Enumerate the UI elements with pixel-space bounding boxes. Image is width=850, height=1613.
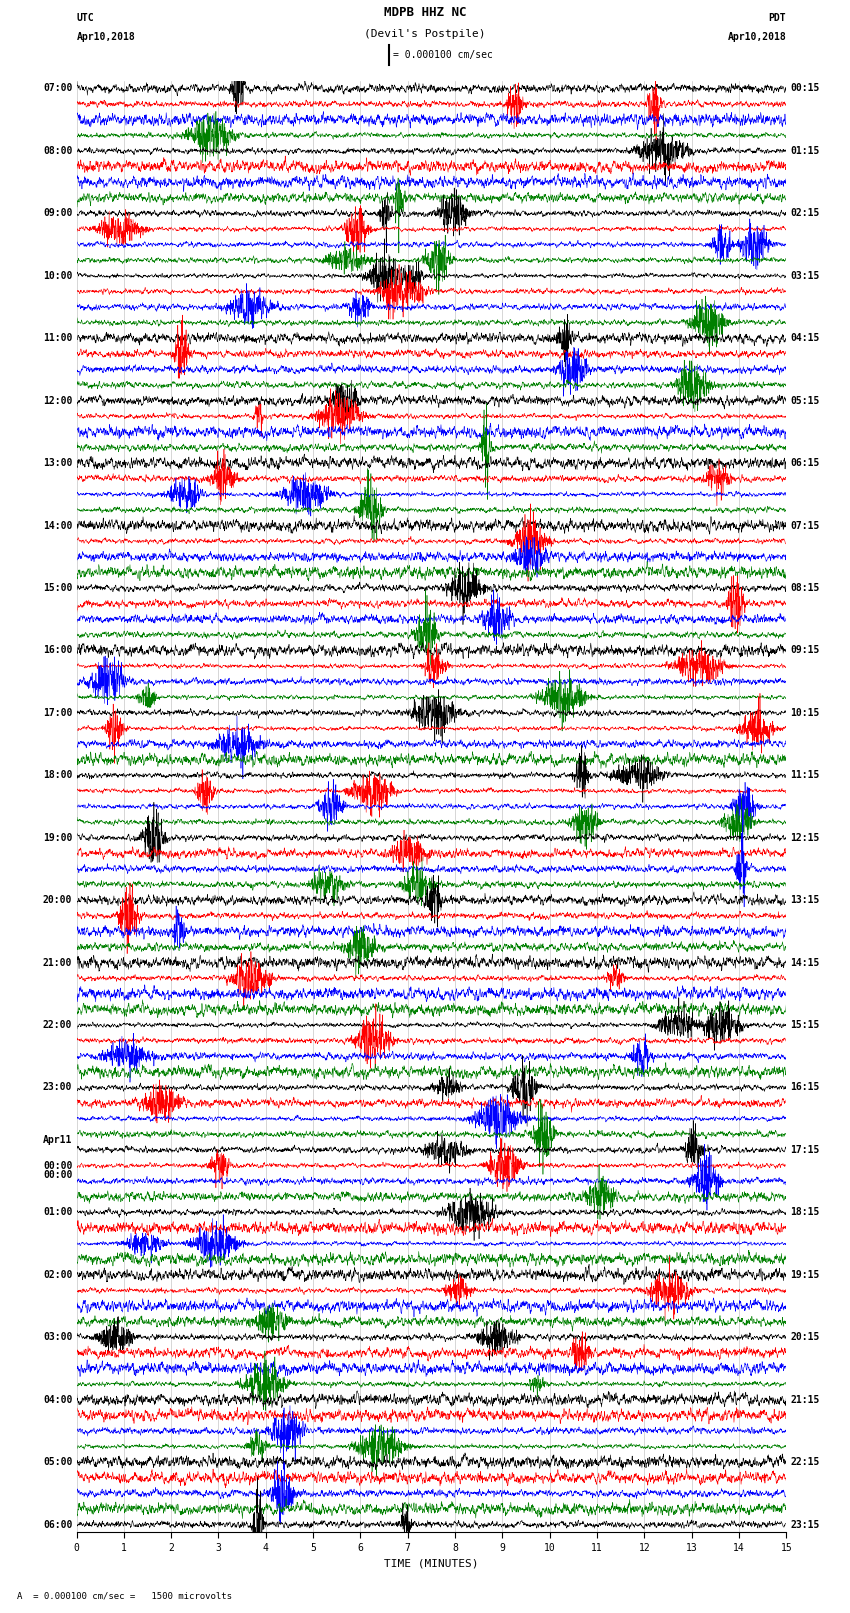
Text: A  = 0.000100 cm/sec =   1500 microvolts: A = 0.000100 cm/sec = 1500 microvolts bbox=[17, 1590, 232, 1600]
Text: 04:00: 04:00 bbox=[42, 1395, 72, 1405]
Text: 09:15: 09:15 bbox=[790, 645, 820, 655]
Text: Apr10,2018: Apr10,2018 bbox=[76, 32, 135, 42]
Text: 03:00: 03:00 bbox=[42, 1332, 72, 1342]
Text: 18:00: 18:00 bbox=[42, 771, 72, 781]
Text: 05:00: 05:00 bbox=[42, 1457, 72, 1468]
Text: 15:00: 15:00 bbox=[42, 582, 72, 594]
Text: 20:15: 20:15 bbox=[790, 1332, 820, 1342]
Text: 12:15: 12:15 bbox=[790, 832, 820, 842]
Text: 08:15: 08:15 bbox=[790, 582, 820, 594]
Text: 03:15: 03:15 bbox=[790, 271, 820, 281]
Text: 09:00: 09:00 bbox=[42, 208, 72, 218]
Text: 22:00: 22:00 bbox=[42, 1019, 72, 1031]
Text: 21:15: 21:15 bbox=[790, 1395, 820, 1405]
Text: UTC: UTC bbox=[76, 13, 94, 23]
Text: 23:15: 23:15 bbox=[790, 1519, 820, 1529]
Text: 21:00: 21:00 bbox=[42, 958, 72, 968]
Text: 12:00: 12:00 bbox=[42, 395, 72, 405]
Text: 19:00: 19:00 bbox=[42, 832, 72, 842]
X-axis label: TIME (MINUTES): TIME (MINUTES) bbox=[384, 1558, 479, 1568]
Text: 13:15: 13:15 bbox=[790, 895, 820, 905]
Text: 02:00: 02:00 bbox=[42, 1269, 72, 1279]
Text: Apr11: Apr11 bbox=[42, 1136, 72, 1145]
Text: 14:00: 14:00 bbox=[42, 521, 72, 531]
Text: 10:15: 10:15 bbox=[790, 708, 820, 718]
Text: 04:15: 04:15 bbox=[790, 334, 820, 344]
Text: 17:00: 17:00 bbox=[42, 708, 72, 718]
Text: 22:15: 22:15 bbox=[790, 1457, 820, 1468]
Text: 13:00: 13:00 bbox=[42, 458, 72, 468]
Text: 23:00: 23:00 bbox=[42, 1082, 72, 1092]
Text: = 0.000100 cm/sec: = 0.000100 cm/sec bbox=[393, 50, 493, 60]
Text: 01:00: 01:00 bbox=[42, 1208, 72, 1218]
Text: 20:00: 20:00 bbox=[42, 895, 72, 905]
Text: 07:00: 07:00 bbox=[42, 84, 72, 94]
Text: 11:15: 11:15 bbox=[790, 771, 820, 781]
Text: Apr10,2018: Apr10,2018 bbox=[728, 32, 786, 42]
Text: 06:00: 06:00 bbox=[42, 1519, 72, 1529]
Text: PDT: PDT bbox=[768, 13, 786, 23]
Text: 05:15: 05:15 bbox=[790, 395, 820, 405]
Text: 14:15: 14:15 bbox=[790, 958, 820, 968]
Text: (Devil's Postpile): (Devil's Postpile) bbox=[365, 29, 485, 39]
Text: 19:15: 19:15 bbox=[790, 1269, 820, 1279]
Text: MDPB HHZ NC: MDPB HHZ NC bbox=[383, 6, 467, 19]
Text: 00:00: 00:00 bbox=[42, 1171, 72, 1181]
Text: 17:15: 17:15 bbox=[790, 1145, 820, 1155]
Text: 16:00: 16:00 bbox=[42, 645, 72, 655]
Text: 10:00: 10:00 bbox=[42, 271, 72, 281]
Text: 06:15: 06:15 bbox=[790, 458, 820, 468]
Text: 16:15: 16:15 bbox=[790, 1082, 820, 1092]
Text: 02:15: 02:15 bbox=[790, 208, 820, 218]
Text: 07:15: 07:15 bbox=[790, 521, 820, 531]
Text: 08:00: 08:00 bbox=[42, 145, 72, 156]
Text: 18:15: 18:15 bbox=[790, 1208, 820, 1218]
Text: 00:00: 00:00 bbox=[42, 1160, 72, 1171]
Text: 00:15: 00:15 bbox=[790, 84, 820, 94]
Text: 11:00: 11:00 bbox=[42, 334, 72, 344]
Text: 15:15: 15:15 bbox=[790, 1019, 820, 1031]
Text: 01:15: 01:15 bbox=[790, 145, 820, 156]
